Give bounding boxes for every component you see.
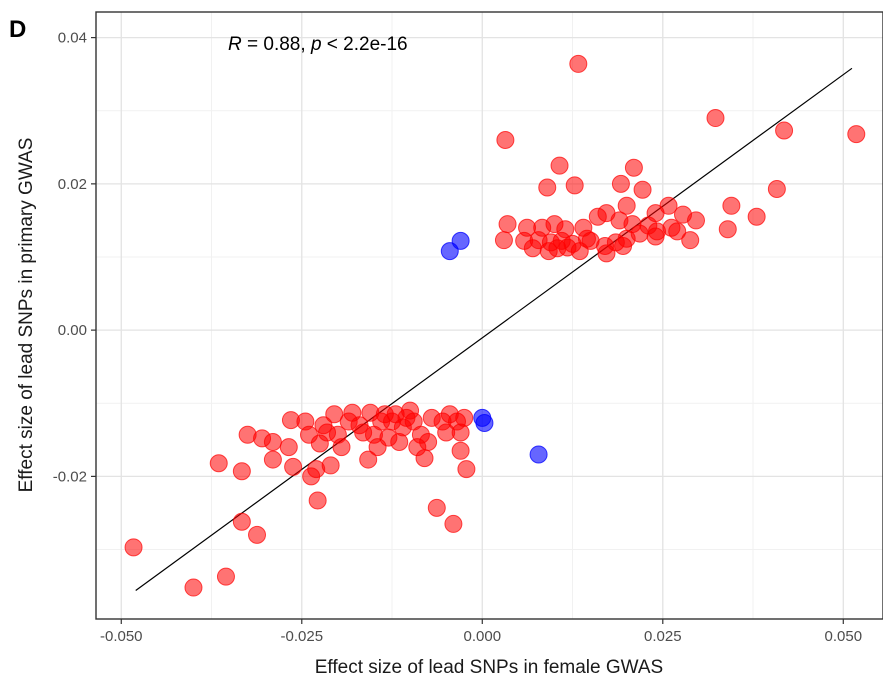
data-point-red — [232, 462, 251, 481]
y-tick-label: 0.02 — [58, 176, 87, 193]
x-tick-label: -0.025 — [281, 628, 324, 645]
data-point-red — [597, 244, 616, 263]
annotation-r-text: = 0.88, — [242, 34, 311, 55]
data-point-red — [232, 512, 251, 531]
data-point-red — [248, 525, 267, 544]
data-point-red — [706, 109, 725, 128]
data-point-red — [415, 449, 434, 468]
grid — [96, 12, 883, 619]
data-point-red — [284, 457, 303, 476]
data-point-red — [496, 130, 515, 149]
data-point-red — [325, 405, 344, 424]
data-point-red — [498, 215, 517, 234]
panel-letter: D — [9, 16, 26, 43]
data-point-blue — [451, 231, 470, 250]
y-tick-label: 0.04 — [58, 30, 87, 47]
data-points — [124, 54, 866, 597]
data-point-red — [565, 176, 584, 195]
y-tick-label: -0.02 — [53, 468, 87, 485]
axis-ticks: -0.050 -0.025 0.000 0.025 0.050 -0.02 0.00 0.02… — [53, 30, 862, 645]
data-point-red — [538, 178, 557, 197]
data-point-red — [569, 54, 588, 73]
data-point-red — [124, 538, 143, 557]
data-point-blue — [475, 414, 494, 433]
data-point-red — [668, 222, 687, 241]
data-point-red — [722, 196, 741, 215]
data-point-red — [321, 456, 340, 475]
data-point-red — [216, 567, 235, 586]
data-point-red — [767, 179, 786, 198]
annotation-p-label: p — [310, 34, 322, 55]
regression-line-group — [135, 67, 853, 591]
y-axis-label: Effect size of lead SNPs in primary GWAS — [16, 138, 37, 493]
data-point-red — [279, 438, 298, 457]
data-point-red — [611, 174, 630, 193]
data-point-red — [359, 450, 378, 469]
data-point-red — [263, 433, 282, 452]
x-axis-label: Effect size of lead SNPs in female GWAS — [315, 657, 663, 678]
x-tick-label: 0.050 — [825, 628, 863, 645]
x-tick-label: 0.025 — [644, 628, 682, 645]
data-point-red — [494, 231, 513, 250]
data-point-red — [451, 441, 470, 460]
data-point-red — [617, 196, 636, 215]
x-tick-label: 0.000 — [464, 628, 502, 645]
data-point-red — [444, 514, 463, 533]
data-point-red — [184, 578, 203, 597]
data-point-red — [633, 180, 652, 199]
data-point-red — [455, 408, 474, 427]
data-point-red — [630, 224, 649, 243]
data-point-red — [427, 498, 446, 517]
plot-panel-border — [95, 11, 883, 620]
data-point-red — [308, 491, 327, 510]
data-point-red — [718, 220, 737, 239]
annotation-r-label: R — [228, 34, 242, 55]
data-point-blue — [529, 445, 548, 464]
data-point-red — [581, 231, 600, 250]
data-point-red — [209, 454, 228, 473]
plot-background — [96, 12, 883, 619]
x-tick-label: -0.050 — [100, 628, 143, 645]
regression-line — [135, 67, 853, 591]
data-point-red — [419, 433, 438, 452]
data-point-red — [681, 231, 700, 250]
data-point-red — [457, 460, 476, 479]
correlation-annotation: R = 0.88, p < 2.2e-16 — [228, 34, 408, 55]
data-point-red — [775, 121, 794, 140]
data-point-red — [659, 196, 678, 215]
data-point-red — [648, 222, 667, 241]
data-point-red — [686, 211, 705, 230]
y-tick-label: 0.00 — [58, 322, 87, 339]
data-point-red — [332, 438, 351, 457]
data-point-red — [550, 156, 569, 175]
data-point-red — [847, 125, 866, 144]
data-point-red — [263, 450, 282, 469]
data-point-red — [523, 239, 542, 258]
data-point-red — [614, 237, 633, 256]
annotation-p-text: < 2.2e-16 — [322, 34, 408, 55]
data-point-red — [624, 158, 643, 177]
data-point-red — [747, 207, 766, 226]
